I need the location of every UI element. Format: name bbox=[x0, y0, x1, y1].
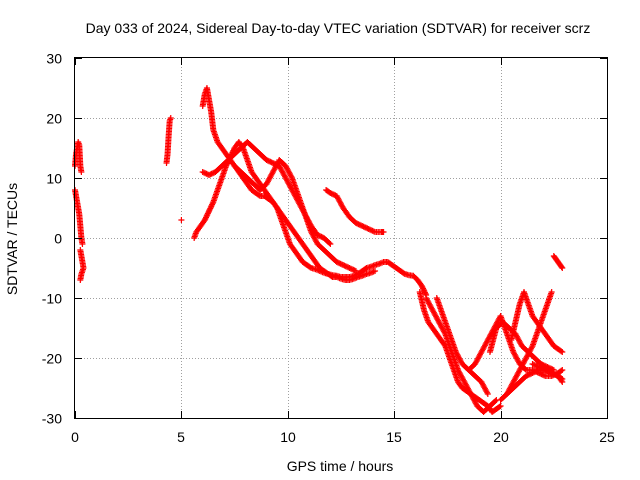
plot-frame bbox=[74, 57, 608, 419]
data-point bbox=[484, 391, 491, 397]
y-tick-label: 20 bbox=[46, 111, 62, 127]
y-axis-label: SDTVAR / TECUs bbox=[4, 183, 20, 295]
data-point bbox=[559, 376, 566, 382]
data-point bbox=[559, 367, 566, 373]
data-point bbox=[558, 348, 565, 355]
series-late-short bbox=[550, 253, 566, 271]
data-point bbox=[422, 290, 429, 297]
series-arc-5 bbox=[323, 187, 387, 235]
data-point bbox=[492, 398, 499, 404]
data-point bbox=[496, 403, 503, 410]
series-arc-4 bbox=[231, 157, 359, 274]
data-point bbox=[327, 241, 334, 247]
data-point bbox=[559, 265, 566, 271]
data-point bbox=[167, 115, 174, 121]
series-early-cluster-c bbox=[77, 247, 87, 283]
data-point bbox=[484, 389, 491, 396]
data-point bbox=[78, 169, 85, 175]
y-tick-label: -20 bbox=[42, 351, 62, 367]
y-tick-label: 30 bbox=[46, 51, 62, 67]
data-point bbox=[497, 403, 504, 409]
x-tick-label: 15 bbox=[386, 429, 402, 445]
data-point bbox=[558, 367, 565, 374]
data-point bbox=[209, 200, 216, 207]
series-late-arc-6 bbox=[529, 361, 566, 382]
grid bbox=[75, 58, 607, 418]
x-tick-label: 20 bbox=[493, 429, 509, 445]
x-tick-label: 0 bbox=[71, 429, 79, 445]
data-point bbox=[79, 241, 86, 247]
data-point bbox=[326, 240, 333, 246]
data-point bbox=[558, 264, 565, 270]
data-point bbox=[352, 268, 359, 274]
x-tick-label: 5 bbox=[177, 429, 185, 445]
y-tick-label: 0 bbox=[54, 231, 62, 247]
data-point bbox=[288, 173, 295, 180]
x-axis-label: GPS time / hours bbox=[287, 458, 394, 474]
series-isolated-5h bbox=[178, 217, 185, 223]
x-tick-label: 10 bbox=[280, 429, 296, 445]
data-point bbox=[558, 375, 565, 382]
data-point bbox=[178, 217, 185, 223]
chart-title: Day 033 of 2024, Sidereal Day-to-day VTE… bbox=[86, 20, 591, 36]
data-point bbox=[380, 229, 387, 235]
y-tick-label: -30 bbox=[42, 411, 62, 427]
series-drop-2 bbox=[423, 295, 500, 415]
data-point bbox=[559, 349, 566, 355]
y-tick-label: 10 bbox=[46, 171, 62, 187]
series-late-arc-5 bbox=[503, 289, 555, 397]
data-point bbox=[77, 277, 84, 283]
y-tick-label: -10 bbox=[42, 291, 62, 307]
series-isolated-4h bbox=[163, 115, 174, 166]
data-layer bbox=[72, 85, 566, 415]
data-point bbox=[548, 289, 555, 295]
data-point bbox=[372, 268, 379, 274]
ticks: 0 5 10 15 20 25 -30 -20 -10 0 10 20 30 bbox=[42, 51, 615, 446]
data-point bbox=[528, 344, 535, 351]
x-tick-label: 25 bbox=[599, 429, 615, 445]
